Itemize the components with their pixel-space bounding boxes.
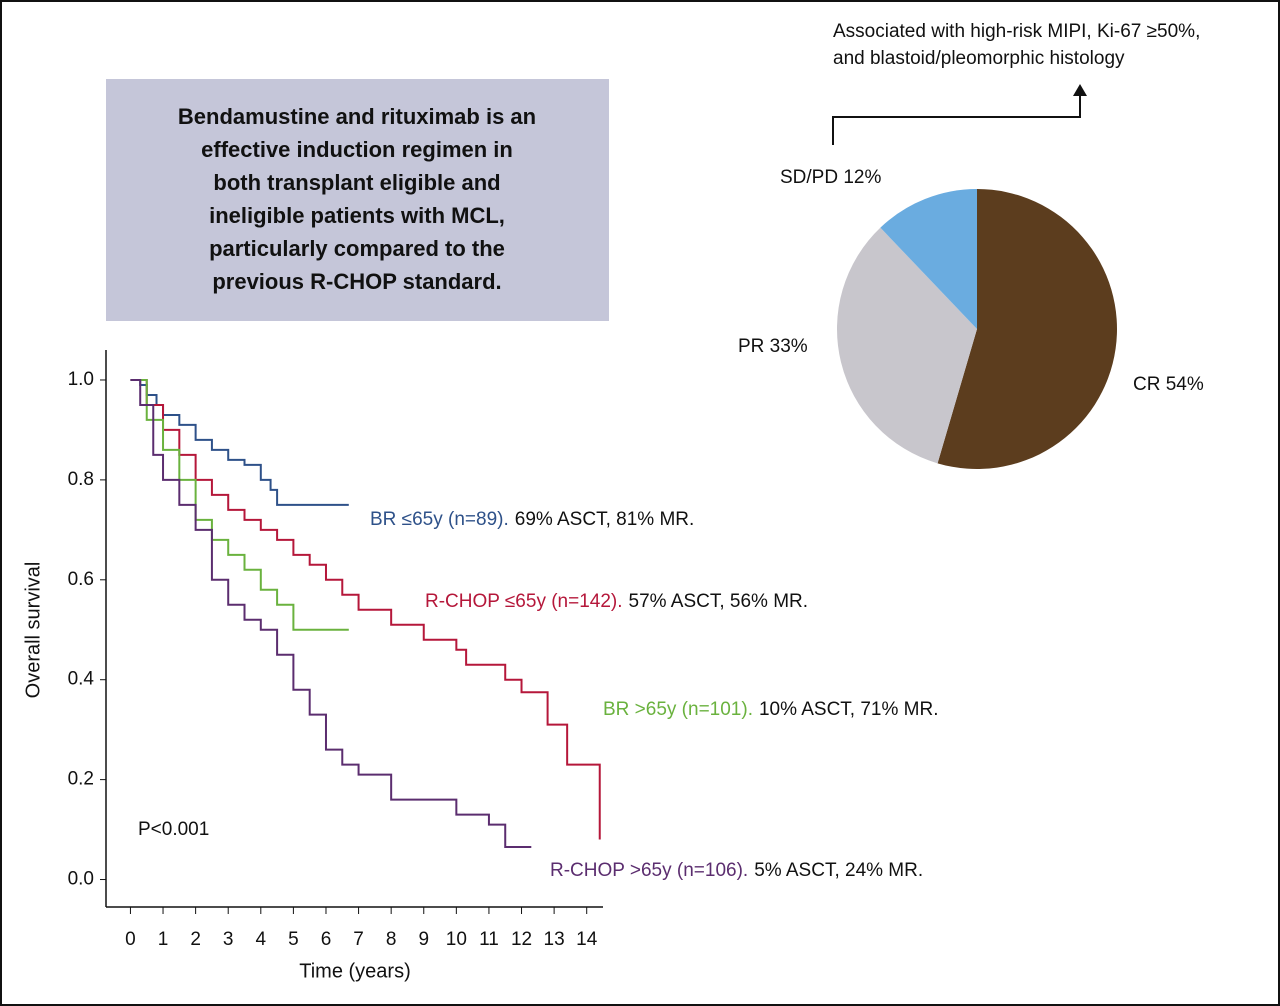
arrow <box>832 92 1081 145</box>
p-value: P<0.001 <box>138 819 209 840</box>
x-tick-label: 2 <box>190 929 201 950</box>
x-tick-label: 12 <box>511 929 532 950</box>
series-note: 69% ASCT, 81% MR. <box>515 509 695 530</box>
pie-slice <box>880 189 977 329</box>
y-tick-label: 0.4 <box>68 669 95 690</box>
x-tick-label: 6 <box>321 929 332 950</box>
summary-line: effective induction regimen in <box>201 137 513 162</box>
y-tick-label: 1.0 <box>68 369 94 390</box>
series-label: BR >65y (n=101). 10% ASCT, 71% MR. <box>603 699 939 720</box>
series-label: R-CHOP >65y (n=106). 5% ASCT, 24% MR. <box>550 860 923 881</box>
y-tick-label: 0.8 <box>68 469 94 490</box>
x-tick-label: 13 <box>544 929 565 950</box>
summary-line: both transplant eligible and <box>213 170 500 195</box>
summary-line: previous R-CHOP standard. <box>212 269 501 294</box>
x-tick-label: 14 <box>576 929 598 950</box>
x-tick-label: 0 <box>125 929 136 950</box>
pie-label: CR 54% <box>1133 374 1204 395</box>
pie-annotation: and blastoid/pleomorphic histology <box>833 48 1125 69</box>
series-name: BR ≤65y (n=89). <box>370 509 509 530</box>
x-axis-label: Time (years) <box>299 960 410 982</box>
series-name: R-CHOP >65y (n=106). <box>550 860 748 881</box>
series-label: R-CHOP ≤65y (n=142). 57% ASCT, 56% MR. <box>425 591 808 612</box>
x-tick-label: 4 <box>256 929 267 950</box>
y-tick-label: 0.2 <box>68 769 94 790</box>
survival-curve <box>130 378 601 840</box>
survival-curve <box>130 378 349 506</box>
summary-line: ineligible patients with MCL, <box>209 203 505 228</box>
summary-line: Bendamustine and rituximab is an <box>178 104 536 129</box>
x-tick-label: 11 <box>479 929 499 950</box>
x-tick-label: 7 <box>353 929 364 950</box>
arrow-head <box>1073 84 1087 96</box>
y-tick-label: 0.6 <box>68 569 94 590</box>
survival-curve <box>130 378 349 631</box>
pie-annotation: Associated with high-risk MIPI, Ki-67 ≥5… <box>833 21 1200 42</box>
series-note: 10% ASCT, 71% MR. <box>759 699 939 720</box>
y-tick-label: 0.0 <box>68 869 94 890</box>
series-name: R-CHOP ≤65y (n=142). <box>425 591 623 612</box>
series-label: BR ≤65y (n=89). 69% ASCT, 81% MR. <box>370 509 694 530</box>
pie-label: SD/PD 12% <box>780 167 881 188</box>
x-tick-label: 9 <box>418 929 429 950</box>
series-note: 5% ASCT, 24% MR. <box>754 860 923 881</box>
x-tick-label: 5 <box>288 929 299 950</box>
pie-slice <box>937 189 1117 469</box>
summary-box <box>106 79 609 321</box>
pie-label: PR 33% <box>738 336 808 357</box>
series-note: 57% ASCT, 56% MR. <box>629 591 809 612</box>
pie-slice <box>836 227 977 464</box>
x-tick-label: 1 <box>158 929 169 950</box>
survival-curve <box>130 378 532 849</box>
x-tick-label: 10 <box>446 929 467 950</box>
y-axis-label: Overall survival <box>22 562 44 699</box>
series-name: BR >65y (n=101). <box>603 699 753 720</box>
summary-line: particularly compared to the <box>209 236 505 261</box>
x-tick-label: 3 <box>223 929 234 950</box>
x-tick-label: 8 <box>386 929 397 950</box>
